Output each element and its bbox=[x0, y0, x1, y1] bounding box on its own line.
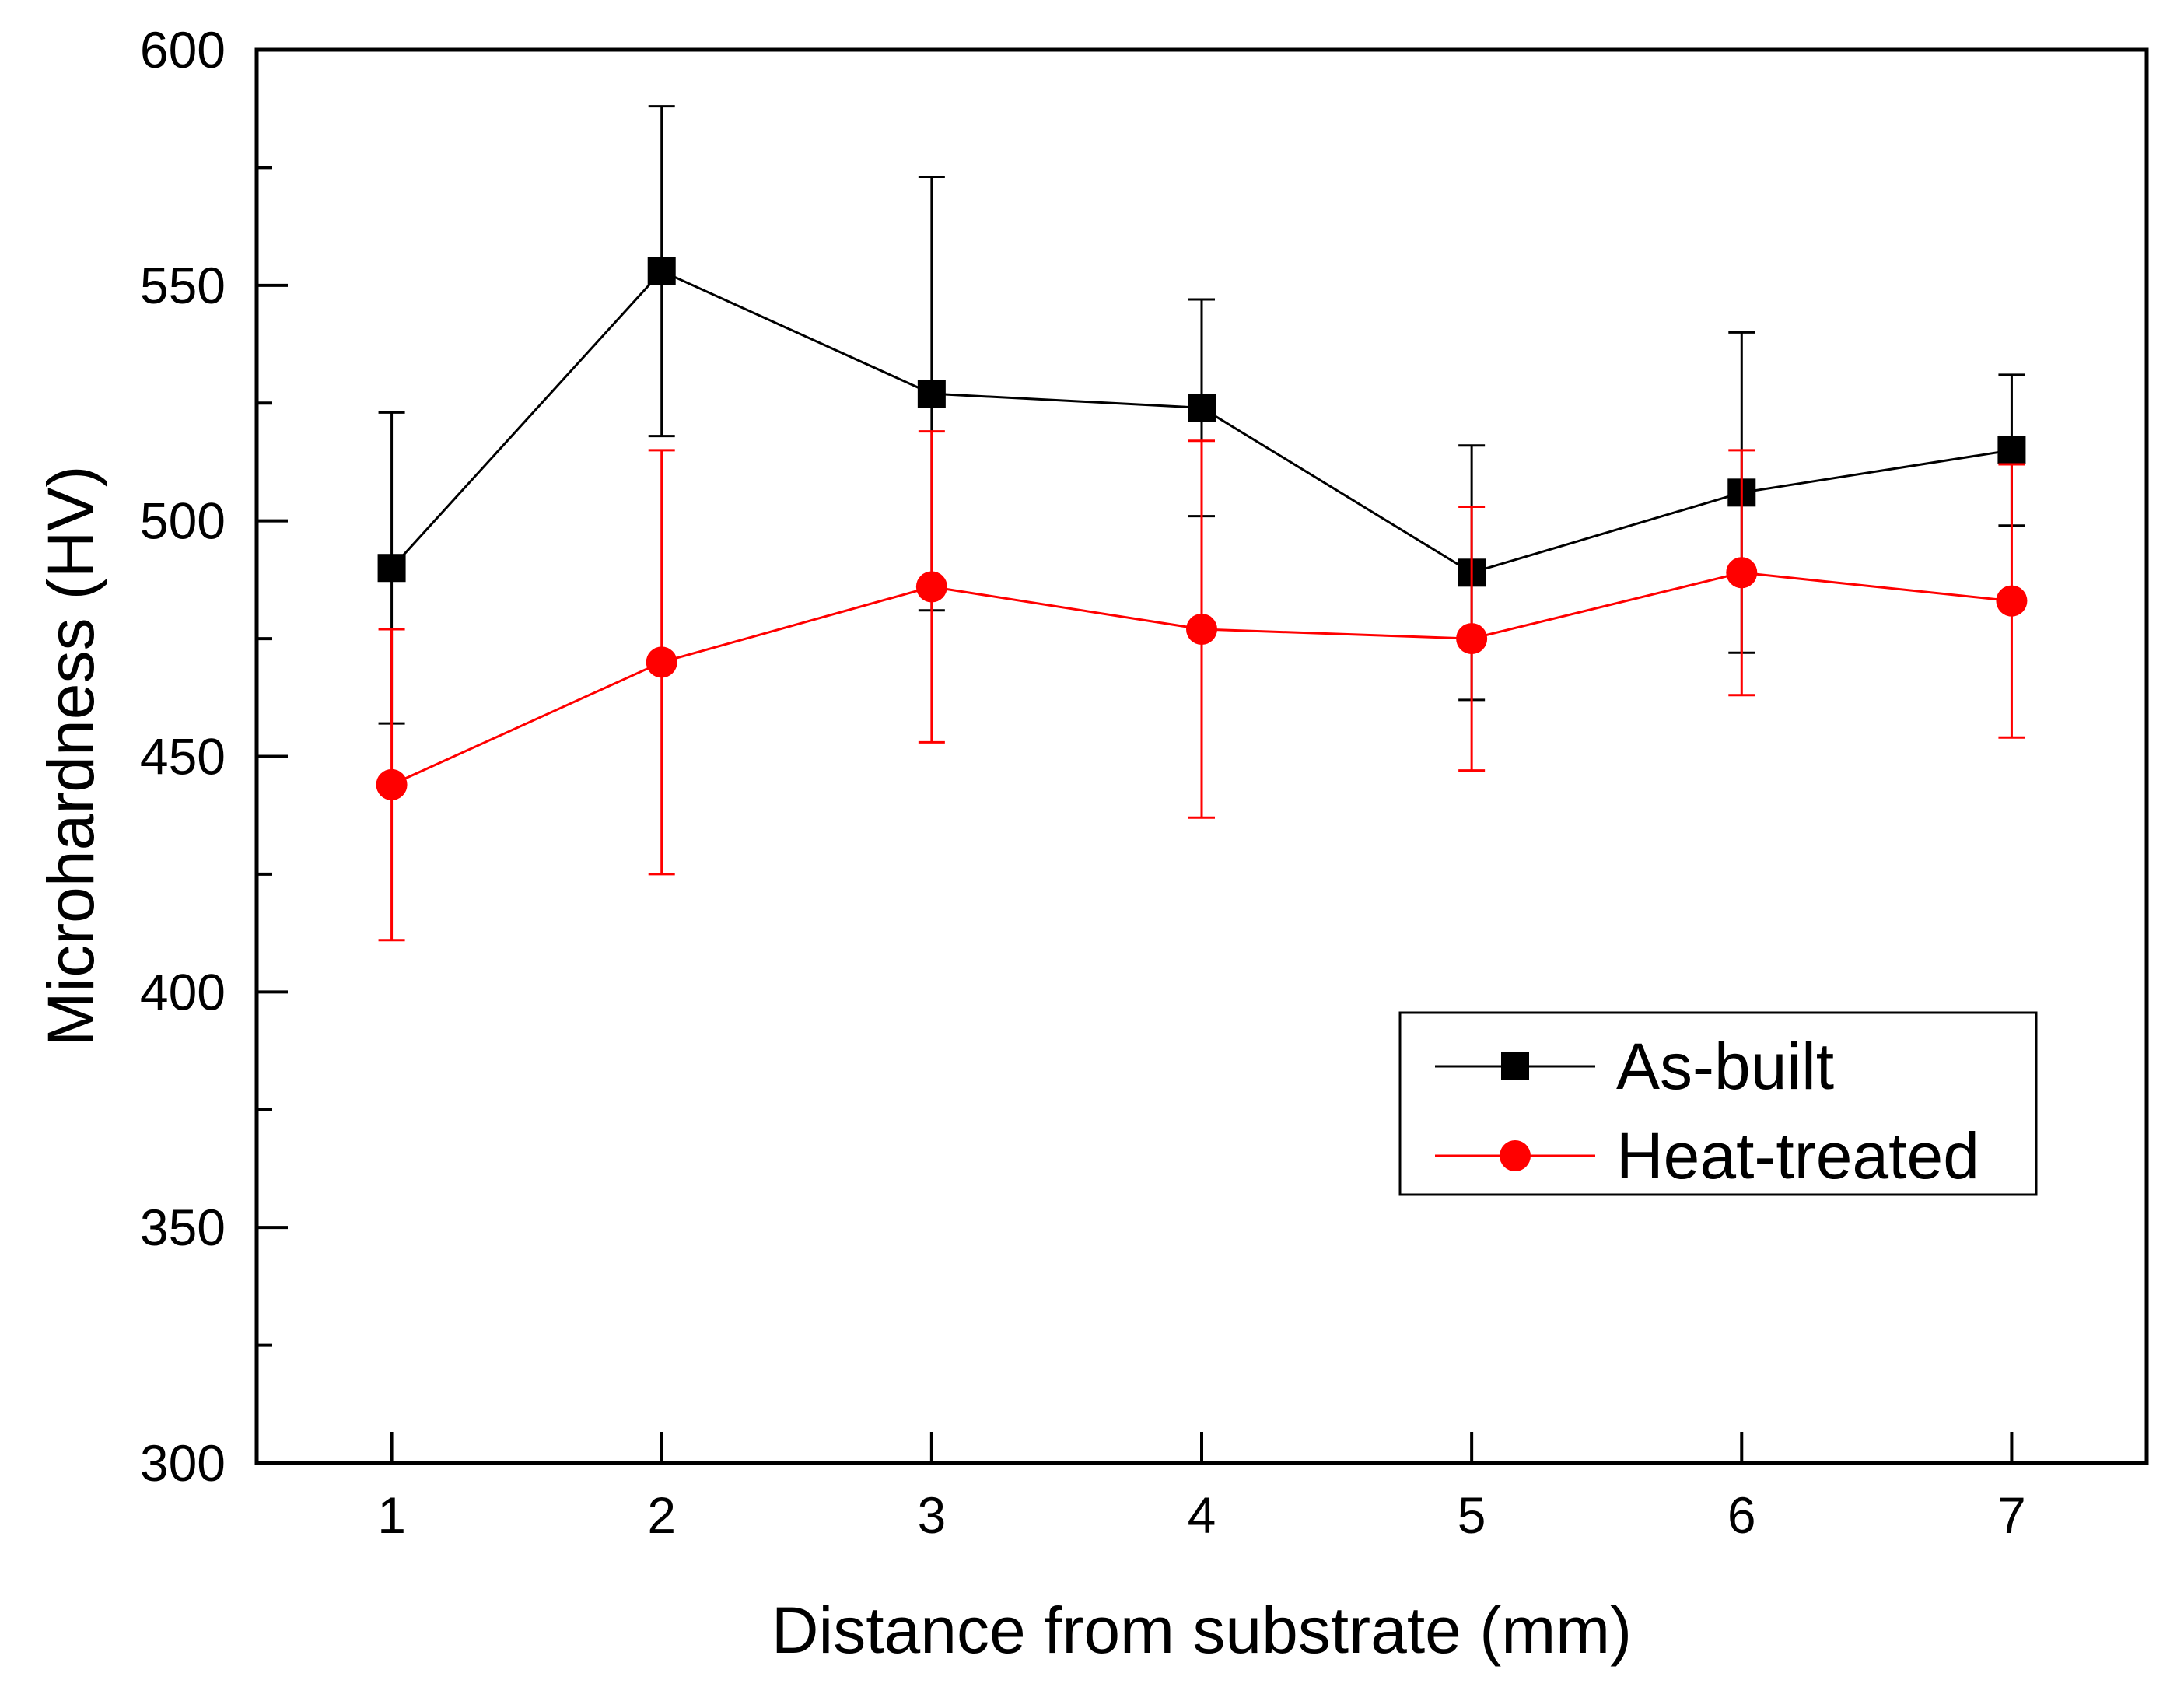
data-point bbox=[1726, 557, 1758, 589]
y-tick-label: 350 bbox=[140, 1199, 226, 1256]
data-point bbox=[915, 571, 947, 603]
y-tick-label: 450 bbox=[140, 728, 226, 786]
series-layer bbox=[376, 105, 2028, 942]
data-point bbox=[646, 646, 677, 678]
y-axis-title: Microhardness (HV) bbox=[34, 466, 107, 1047]
legend-label-as-built: As-built bbox=[1616, 1030, 1834, 1103]
data-point bbox=[1456, 623, 1488, 655]
y-tick-label: 500 bbox=[140, 492, 226, 550]
legend-marker-heat-treated bbox=[1500, 1140, 1531, 1171]
data-point bbox=[377, 554, 406, 583]
data-point bbox=[1188, 394, 1216, 422]
x-tick-label: 6 bbox=[1727, 1486, 1756, 1544]
legend: As-built Heat-treated bbox=[1398, 1011, 2038, 1196]
x-tick-label: 7 bbox=[1997, 1486, 2026, 1544]
y-tick-label: 600 bbox=[140, 21, 226, 79]
data-point bbox=[376, 768, 408, 800]
data-point bbox=[1186, 613, 1217, 645]
y-tick-label: 300 bbox=[140, 1434, 226, 1492]
y-tick-label: 400 bbox=[140, 963, 226, 1020]
data-point bbox=[1997, 436, 2026, 464]
plot-frame bbox=[254, 47, 2149, 1465]
y-tick-label: 550 bbox=[140, 257, 226, 314]
x-axis-title: Distance from substrate (mm) bbox=[772, 1594, 1632, 1667]
x-tick-label: 3 bbox=[917, 1486, 946, 1544]
x-tick-label: 4 bbox=[1188, 1486, 1216, 1544]
data-point bbox=[917, 380, 946, 408]
x-tick-label: 5 bbox=[1458, 1486, 1486, 1544]
legend-label-heat-treated: Heat-treated bbox=[1616, 1119, 1979, 1192]
x-tick-label: 1 bbox=[377, 1486, 406, 1544]
series-heat-treated bbox=[376, 430, 2028, 942]
legend-marker-as-built bbox=[1501, 1052, 1529, 1080]
data-point bbox=[647, 257, 676, 285]
ticks-layer: 1 2 3 4 5 6 7 300 350 400 450 500 550 600 bbox=[140, 21, 2026, 1544]
x-tick-label: 2 bbox=[647, 1486, 676, 1544]
data-point bbox=[1996, 585, 2028, 617]
